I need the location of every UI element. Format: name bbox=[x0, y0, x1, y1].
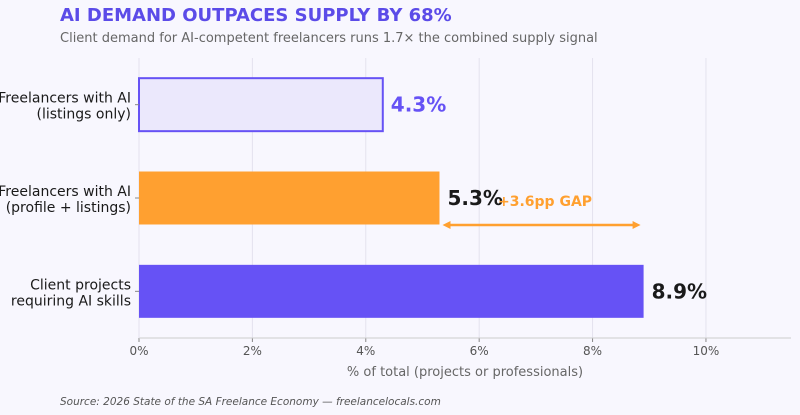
chart-subtitle: Client demand for AI-competent freelance… bbox=[60, 31, 598, 46]
gap-arrow-head-right bbox=[632, 221, 641, 229]
chart-title: AI DEMAND OUTPACES SUPPLY BY 68% bbox=[60, 5, 452, 26]
y-tick-label: (listings only) bbox=[37, 107, 132, 123]
y-tick-label: requiring AI skills bbox=[11, 293, 131, 309]
y-tick-label: Freelancers with AI bbox=[0, 184, 131, 200]
data-label: 4.3% bbox=[391, 93, 446, 117]
bar bbox=[139, 264, 644, 318]
data-label: 5.3% bbox=[447, 186, 502, 210]
source-note: Source: 2026 State of the SA Freelance E… bbox=[60, 396, 441, 408]
y-tick-label: Freelancers with AI bbox=[0, 91, 131, 107]
x-axis-label: % of total (projects or professionals) bbox=[347, 365, 583, 380]
gap-annotation: +3.6pp GAP bbox=[498, 194, 592, 210]
gap-arrow-head-left bbox=[442, 221, 451, 229]
bar bbox=[138, 77, 384, 133]
y-tick-label: Client projects bbox=[30, 277, 131, 293]
x-tick-label: 10% bbox=[693, 344, 720, 358]
x-tick-label: 8% bbox=[583, 344, 602, 358]
x-tick-label: 0% bbox=[129, 344, 148, 358]
bar bbox=[139, 171, 440, 225]
data-label: 8.9% bbox=[652, 279, 707, 303]
x-tick-label: 6% bbox=[470, 344, 489, 358]
y-tick-label: (profile + listings) bbox=[6, 200, 131, 216]
x-tick-label: 4% bbox=[356, 344, 375, 358]
x-tick-label: 2% bbox=[243, 344, 262, 358]
